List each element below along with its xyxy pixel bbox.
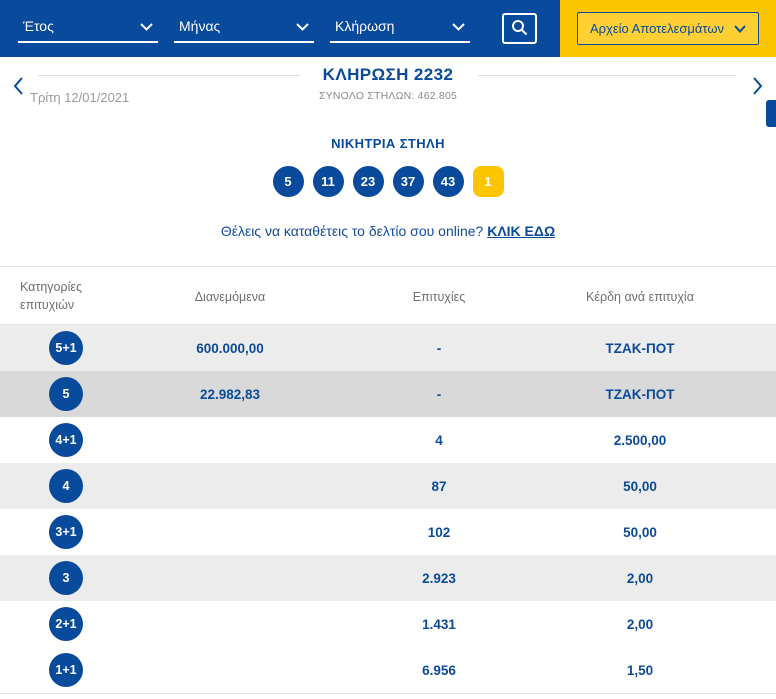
table-row: 5+1 600.000,00 - ΤΖΑΚ-ΠΟΤ: [0, 325, 776, 371]
prize-cell: ΤΖΑΚ-ΠΟΤ: [605, 340, 675, 356]
prize-cell: ΤΖΑΚ-ΠΟΤ: [605, 386, 675, 402]
search-icon: [511, 19, 528, 39]
chevron-down-icon: [452, 18, 465, 34]
prize-cell: 2,00: [626, 616, 654, 632]
prize-cell: 50,00: [623, 478, 657, 494]
number-ball: 37: [392, 166, 424, 197]
draw-title: ΚΛΗΡΩΣΗ 2232: [322, 65, 454, 84]
winners-cell: 6.956: [422, 662, 456, 678]
online-bet-cta: Θέλεις να καταθέτεις το δελτίο σου onlin…: [0, 223, 776, 239]
category-badge: 4+1: [49, 423, 83, 457]
draw-header: ΚΛΗΡΩΣΗ 2232 ΣΥΝΟΛΟ ΣΤΗΛΩΝ: 462.805 Τρίτ…: [0, 57, 776, 120]
chevron-down-icon: [140, 18, 153, 34]
winning-column-heading: ΝΙΚΗΤΡΙΑ ΣΤΗΛΗ: [331, 136, 445, 151]
number-ball: 23: [352, 166, 384, 197]
draw-dropdown[interactable]: Κλήρωση: [330, 14, 470, 43]
month-dropdown-label: Μήνας: [179, 18, 221, 34]
chevron-down-icon: [296, 18, 309, 34]
winners-cell: 2.923: [422, 570, 456, 586]
prize-cell: 2.500,00: [613, 432, 667, 448]
header-categories: Κατηγορίες επιτυχιών: [20, 280, 82, 312]
category-badge: 5+1: [49, 331, 83, 365]
category-badge: 3+1: [49, 515, 83, 549]
distributed-cell: 600.000,00: [196, 340, 264, 356]
side-panel-tab[interactable]: [766, 100, 776, 127]
winners-cell: -: [436, 340, 442, 356]
prize-cell: 1,50: [626, 662, 654, 678]
winners-cell: 4: [435, 432, 443, 448]
divider-line: [478, 75, 736, 76]
table-row: 3+1 102 50,00: [0, 509, 776, 555]
table-row: 1+1 6.956 1,50: [0, 647, 776, 693]
results-archive-label: Αρχείο Αποτελεσμάτων: [589, 21, 725, 36]
year-dropdown-label: Έτος: [23, 18, 54, 34]
results-table-header: Κατηγορίες επιτυχιών Διανεμόμενα Επιτυχί…: [0, 267, 776, 325]
draw-date: Τρίτη 12/01/2021: [30, 90, 130, 105]
search-button[interactable]: [502, 13, 537, 44]
filter-bar: Έτος Μήνας Κλήρωση: [0, 0, 776, 57]
number-ball: 11: [312, 166, 344, 197]
cta-text: Θέλεις να καταθέτεις το δελτίο σου onlin…: [220, 223, 484, 239]
winning-numbers: 5 11 23 37 43 1: [0, 166, 776, 197]
table-row: 4+1 4 2.500,00: [0, 417, 776, 463]
month-dropdown[interactable]: Μήνας: [174, 14, 314, 43]
joker-number-ball: 1: [472, 166, 504, 197]
previous-draw-arrow[interactable]: [13, 77, 24, 95]
category-badge: 4: [49, 469, 83, 503]
table-row: 2+1 1.431 2,00: [0, 601, 776, 647]
distributed-cell: 22.982,83: [199, 386, 261, 402]
next-draw-arrow[interactable]: [752, 77, 763, 95]
prize-cell: 2,00: [626, 570, 654, 586]
table-row: 3 2.923 2,00: [0, 555, 776, 601]
draw-total-columns: ΣΥΝΟΛΟ ΣΤΗΛΩΝ: 462.805: [318, 90, 458, 102]
winners-cell: 1.431: [422, 616, 456, 632]
table-row: 5 22.982,83 - ΤΖΑΚ-ΠΟΤ: [0, 371, 776, 417]
draw-dropdown-label: Κλήρωση: [335, 18, 395, 34]
number-ball: 5: [272, 166, 304, 197]
header-winners: Επιτυχίες: [412, 289, 466, 304]
chevron-down-icon: [734, 21, 746, 36]
year-dropdown[interactable]: Έτος: [18, 14, 158, 43]
category-badge: 1+1: [49, 653, 83, 687]
results-table-body: 5+1 600.000,00 - ΤΖΑΚ-ΠΟΤ 5 22.982,83 - …: [0, 325, 776, 694]
header-prize: Κέρδη ανά επιτυχία: [586, 289, 694, 304]
category-badge: 5: [49, 377, 83, 411]
archive-zone: Αρχείο Αποτελεσμάτων: [560, 0, 776, 57]
winners-cell: 102: [427, 524, 451, 540]
header-distributed: Διανεμόμενα: [194, 289, 266, 304]
table-row: 4 87 50,00: [0, 463, 776, 509]
prize-cell: 50,00: [623, 524, 657, 540]
cta-click-here-link[interactable]: ΚΛΙΚ ΕΔΩ: [487, 223, 556, 239]
winners-cell: -: [436, 386, 442, 402]
category-badge: 2+1: [49, 607, 83, 641]
number-ball: 43: [432, 166, 464, 197]
category-badge: 3: [49, 561, 83, 595]
results-archive-button[interactable]: Αρχείο Αποτελεσμάτων: [576, 12, 760, 45]
results-table: Κατηγορίες επιτυχιών Διανεμόμενα Επιτυχί…: [0, 266, 776, 694]
winners-cell: 87: [431, 478, 447, 494]
divider-line: [38, 75, 300, 76]
